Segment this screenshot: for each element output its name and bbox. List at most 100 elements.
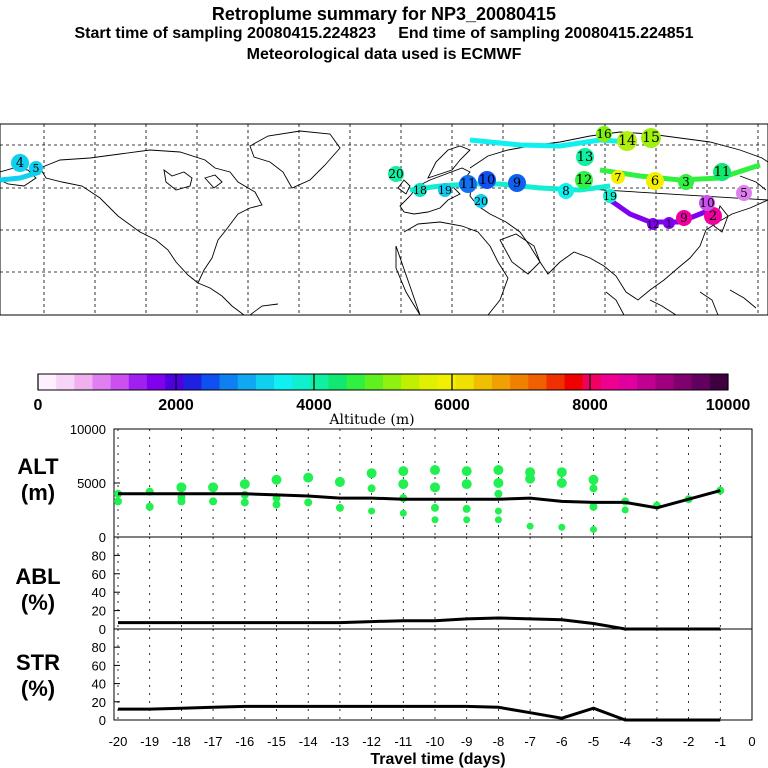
alt-point — [271, 474, 282, 485]
colorbar-cell — [292, 374, 311, 390]
y-tick-label: 10000 — [70, 422, 106, 437]
colorbar-cell — [673, 374, 693, 390]
x-tick-label: -11 — [394, 734, 412, 749]
alt-point — [589, 484, 598, 493]
x-tick-label: -16 — [235, 734, 254, 749]
x-tick-label: -8 — [493, 734, 505, 749]
colorbar-cell — [128, 374, 148, 390]
plume-marker-dot — [699, 195, 715, 211]
colorbar-cell — [383, 374, 402, 390]
x-tick-label: -15 — [267, 734, 286, 749]
alt-point — [176, 482, 187, 493]
plume-marker-label: 11 — [460, 177, 477, 192]
plume-marker-dot — [11, 154, 29, 172]
plume-marker-label: 3 — [682, 175, 690, 189]
plume-marker: 12 — [575, 171, 593, 189]
plume-marker-label: 10 — [479, 173, 496, 188]
colorbar-cell — [419, 374, 438, 390]
map-graticule — [0, 124, 768, 315]
plume-marker: 19 — [438, 183, 452, 197]
x-tick-label: -9 — [461, 734, 473, 749]
y-tick-label: 5000 — [77, 476, 106, 491]
plume-marker-label: 19 — [438, 184, 452, 197]
colorbar-cell — [564, 374, 584, 390]
colorbar-cell — [219, 374, 239, 390]
alt-point — [367, 484, 376, 493]
colorbar-cell — [582, 374, 602, 390]
plume-marker: 9 — [508, 174, 526, 192]
plume-marker-label: 10 — [699, 196, 714, 210]
plume-marker-dot — [558, 183, 574, 199]
plume-marker: 11 — [459, 175, 477, 193]
alt-scatter-points — [114, 465, 725, 533]
colorbar-tick-label: 4000 — [296, 397, 332, 414]
colorbar-label: Altitude (m) — [328, 412, 414, 428]
colorbar-cells — [38, 374, 729, 390]
alt-point — [556, 467, 567, 478]
plume-marker-dot — [478, 171, 496, 189]
plume-marker: 8 — [558, 183, 574, 199]
plume-marker-label: 15 — [642, 130, 660, 146]
alt-point — [461, 466, 472, 477]
alt-point — [399, 509, 407, 517]
plume-marker-dot — [678, 174, 694, 190]
x-tick-label: -5 — [588, 734, 600, 749]
x-tick-label: 0 — [748, 734, 755, 749]
colorbar-tick-label: 0 — [34, 397, 43, 414]
alt-point — [366, 468, 377, 479]
x-tick-labels: -20 -19 -18 -17 -16 -15 -14 -13 -12 -11 -10 -9 -8 -7-… — [109, 734, 756, 749]
colorbar-cell — [255, 374, 275, 390]
colorbar-cell — [201, 374, 221, 390]
plume-marker-dot — [676, 210, 692, 226]
met-data-line: Meteorological data used is ECMWF — [246, 46, 522, 63]
plume-marker: 16 — [596, 126, 612, 142]
alt-point — [368, 507, 376, 515]
plume-marker: 5 — [736, 185, 752, 201]
alt-point — [431, 503, 439, 512]
colorbar-tick-label: 2000 — [158, 397, 194, 414]
colorbar-cell — [437, 374, 457, 390]
plume-marker-dot — [646, 172, 664, 190]
alt-point — [398, 466, 409, 477]
plume-marker-dot — [413, 183, 427, 197]
colorbar-cell — [38, 374, 57, 390]
plume-marker: 10 — [478, 171, 496, 189]
plume-marker-label: 6 — [651, 174, 659, 189]
alt-point — [430, 482, 440, 493]
panel-gridlines — [117, 429, 721, 720]
alt-point — [558, 523, 566, 531]
plume-marker: 13 — [576, 148, 594, 166]
plume-marker: 14 — [617, 131, 637, 151]
plume-marker: 15 — [641, 128, 661, 148]
plume-marker: 4 — [11, 154, 29, 172]
y-tick-label: 20 — [92, 604, 106, 619]
colorbar-cell — [146, 374, 166, 390]
plume-marker-dot — [713, 163, 731, 181]
plume-marker: 20 — [474, 194, 488, 208]
colorbar-cell — [528, 374, 547, 390]
x-tick-label: -20 — [109, 734, 128, 749]
alt-point — [493, 478, 504, 488]
alt-point — [621, 506, 629, 514]
abl-series-line — [118, 616, 721, 631]
altitude-colorbar: 0 2000 4000 6000 8000 10000 Altitude (m) — [34, 373, 750, 428]
y-tick-label: 40 — [92, 585, 106, 600]
alt-median-line — [118, 489, 721, 510]
plume-marker: 3 — [678, 174, 694, 190]
alt-point — [304, 498, 313, 507]
y-tick-label: 60 — [92, 658, 106, 673]
alt-point — [556, 478, 567, 488]
alt-point — [462, 504, 471, 513]
plume-marker-label: 13 — [577, 150, 594, 165]
plume-marker-dot — [603, 189, 617, 203]
x-tick-label: -2 — [683, 734, 695, 749]
plume-marker: 11 — [713, 163, 731, 181]
x-tick-label: -14 — [299, 734, 318, 749]
y-tick-label: 60 — [92, 567, 106, 582]
alt-point — [335, 503, 344, 512]
x-tick-label: -1 — [715, 734, 727, 749]
plume-marker-dot — [388, 166, 404, 182]
plume-marker-dot — [596, 126, 612, 142]
plume-marker-label: 7 — [615, 171, 622, 184]
